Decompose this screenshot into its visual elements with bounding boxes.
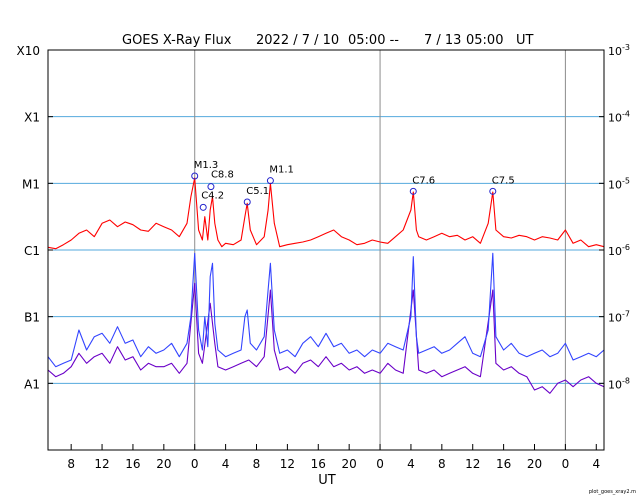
grid bbox=[48, 116, 604, 384]
flare-label-C7.5: C7.5 bbox=[492, 175, 515, 186]
flare-marker-C8.8 bbox=[207, 183, 215, 191]
ytick-label-left-M1: M1 bbox=[22, 177, 40, 191]
series-line-1 bbox=[47, 252, 605, 368]
series-line-2 bbox=[47, 282, 605, 394]
flare-label-M1.3: M1.3 bbox=[194, 160, 219, 171]
flare-markers: M1.3 C4.2 C8.8 C5.1M1.1 C7.6 C7.5 bbox=[191, 160, 515, 211]
flare-label-C4.2: C4.2 bbox=[201, 190, 224, 201]
title-end-date: 7 / 13 bbox=[424, 33, 461, 48]
xtick-label-17: 4 bbox=[592, 457, 600, 471]
title-start-time: 05:00 -- bbox=[348, 33, 399, 48]
flare-marker-M1.1 bbox=[266, 177, 274, 185]
xtick-label-3: 20 bbox=[156, 457, 171, 471]
xtick-label-16: 0 bbox=[562, 457, 570, 471]
series-line-0 bbox=[47, 177, 605, 250]
xtick-label-10: 0 bbox=[376, 457, 384, 471]
title-start-date: 2022 / 7 / 10 bbox=[256, 33, 339, 48]
x-axis-label: UT bbox=[318, 473, 336, 488]
title-end-time: 05:00 bbox=[466, 33, 503, 48]
xtick-label-0: 8 bbox=[67, 457, 75, 471]
xtick-label-11: 4 bbox=[407, 457, 415, 471]
flare-label-C5.1: C5.1 bbox=[246, 186, 269, 197]
y-axis-right: 10-8 10-7 10-6 10-5 10-4 10-3 bbox=[599, 43, 630, 391]
xtick-label-5: 4 bbox=[222, 457, 230, 471]
flare-label-C8.8: C8.8 bbox=[211, 170, 234, 181]
chart-title: GOES X-Ray Flux 2022 / 7 / 10 05:00 -- 7… bbox=[122, 33, 534, 48]
title-unit: UT bbox=[516, 33, 534, 48]
ytick-label-left-X10: X10 bbox=[17, 44, 41, 58]
xtick-label-2: 16 bbox=[125, 457, 140, 471]
ytick-label-right--8: 10-8 bbox=[608, 376, 630, 391]
xtick-label-4: 0 bbox=[191, 457, 199, 471]
flare-marker-C5.1 bbox=[243, 198, 251, 206]
ytick-label-left-C1: C1 bbox=[24, 244, 40, 258]
ytick-label-right--4: 10-4 bbox=[608, 110, 630, 125]
xtick-label-15: 20 bbox=[527, 457, 542, 471]
ytick-label-right--3: 10-3 bbox=[608, 43, 630, 58]
flare-marker-C7.5 bbox=[489, 187, 497, 195]
xtick-label-1: 12 bbox=[94, 457, 109, 471]
xtick-label-14: 16 bbox=[496, 457, 511, 471]
flare-label-M1.1: M1.1 bbox=[269, 165, 294, 176]
ytick-label-right--6: 10-6 bbox=[608, 243, 630, 258]
ytick-label-right--7: 10-7 bbox=[608, 310, 630, 325]
flare-label-C7.6: C7.6 bbox=[412, 175, 435, 186]
day-boundaries bbox=[194, 50, 566, 450]
footer-note: plot_goes_xray2.m bbox=[589, 489, 636, 495]
flare-marker-C4.2 bbox=[199, 203, 207, 211]
ytick-label-left-B1: B1 bbox=[24, 311, 40, 325]
ytick-label-left-A1: A1 bbox=[24, 377, 40, 391]
ytick-label-right--5: 10-5 bbox=[608, 176, 630, 191]
xtick-label-13: 12 bbox=[465, 457, 480, 471]
flare-marker-C7.6 bbox=[409, 187, 417, 195]
y-axis-left: A1 B1 C1 M1 X1 X10 bbox=[17, 44, 53, 391]
xtick-label-6: 8 bbox=[253, 457, 261, 471]
xtick-label-7: 12 bbox=[280, 457, 295, 471]
series bbox=[47, 177, 605, 394]
xtick-label-8: 16 bbox=[311, 457, 326, 471]
x-axis: 8 12 16 20 0 4 8 12 16 20 0 4 8 12 16 20 0 4 bbox=[67, 444, 600, 471]
title-main: GOES X-Ray Flux bbox=[122, 33, 232, 48]
ytick-label-left-X1: X1 bbox=[24, 111, 40, 125]
xtick-label-9: 20 bbox=[342, 457, 357, 471]
xtick-label-12: 8 bbox=[438, 457, 446, 471]
flare-marker-M1.3 bbox=[191, 172, 199, 180]
